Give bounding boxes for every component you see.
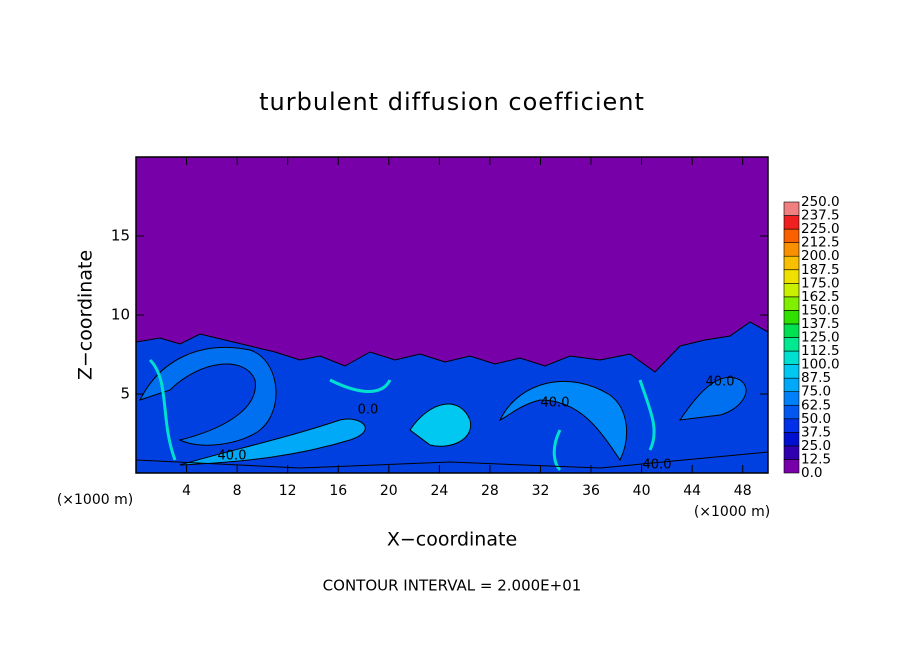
colorbar-box	[783, 269, 800, 284]
field-contour	[135, 451, 769, 469]
colorbar-label: 162.5	[801, 289, 840, 305]
colorbar-label: 237.5	[801, 208, 840, 224]
colorbar-label: 50.0	[801, 411, 831, 427]
colorbar-box	[783, 255, 800, 271]
colorbar-label: 75.0	[801, 384, 831, 400]
colorbar-label: 37.5	[801, 424, 831, 440]
colorbar-label: 100.0	[801, 357, 840, 373]
colorbar-label: 250.0	[801, 194, 840, 210]
colorbar-label: 225.0	[801, 221, 840, 237]
contour-label: 40.0	[643, 458, 672, 473]
colorbar-box	[783, 282, 800, 298]
colorbar-label: 150.0	[801, 302, 840, 318]
field-swirl	[139, 346, 277, 446]
colorbar-box	[783, 404, 800, 420]
colorbar-box	[783, 350, 800, 365]
contour-label: 40.0	[541, 396, 570, 411]
x-tick-label: 32	[532, 483, 550, 499]
colorbar-box	[783, 364, 800, 379]
x-tick-label: 24	[430, 483, 448, 499]
x-tick-label: 12	[279, 483, 297, 499]
field-swirl	[179, 418, 366, 466]
x-tick-label: 28	[481, 483, 499, 499]
colorbar-box	[783, 445, 800, 460]
colorbar-box	[783, 296, 800, 311]
x-tick-label: 36	[582, 483, 600, 499]
x-unit-label: (×1000 m)	[57, 492, 133, 508]
colorbar-box	[783, 228, 800, 243]
x-tick-label: 40	[633, 483, 651, 499]
field-swirl	[409, 403, 472, 447]
colorbar-box	[783, 418, 800, 433]
colorbar-label: 137.5	[801, 316, 840, 332]
colorbar-box	[783, 215, 800, 230]
field-streak	[148, 358, 656, 472]
x-tick-label: 48	[734, 483, 752, 499]
colorbar-label: 62.5	[801, 397, 831, 413]
colorbar-label: 87.5	[801, 370, 831, 386]
annotation: CONTOUR INTERVAL = 2.000E+01	[323, 577, 582, 595]
colorbar-label: 187.5	[801, 262, 840, 278]
colorbar-box	[783, 242, 800, 257]
colorbar-label: 112.5	[801, 343, 840, 359]
colorbar-label: 175.0	[801, 275, 840, 291]
colorbar-box	[783, 391, 800, 406]
colorbar-label: 25.0	[801, 438, 831, 454]
colorbar-label: 12.5	[801, 451, 831, 467]
x-axis-label: X−coordinate	[387, 529, 517, 551]
colorbar-box	[783, 323, 800, 338]
x-tick-label: 20	[380, 483, 398, 499]
field-swirl	[498, 380, 628, 461]
y-tick-label: 10	[111, 306, 130, 324]
x-tick-label: 4	[182, 483, 191, 499]
y-tick-label: 5	[120, 385, 130, 403]
contour-label: 40.0	[706, 375, 735, 390]
colorbar-label: 125.0	[801, 330, 840, 346]
field-swirl	[678, 376, 747, 421]
contour-label: 40.0	[218, 449, 247, 464]
colorbar-box	[783, 337, 800, 352]
colorbar-box	[783, 459, 800, 474]
colorbar-box	[783, 377, 800, 392]
y-tick-label: 15	[111, 227, 130, 245]
colorbar-box	[783, 310, 800, 325]
x-tick-label: 44	[683, 483, 701, 499]
colorbar-box	[783, 201, 800, 216]
x-unit-label: (×1000 m)	[694, 504, 770, 520]
colorbar-box	[783, 432, 800, 447]
contour-label: 0.0	[358, 403, 379, 418]
x-tick-label: 8	[233, 483, 242, 499]
field	[135, 157, 769, 474]
colorbar-label: 0.0	[801, 465, 822, 481]
chart-title: turbulent diffusion coefficient	[259, 88, 645, 116]
y-axis-label: Z−coordinate	[75, 250, 97, 380]
x-tick-label: 16	[329, 483, 347, 499]
colorbar-label: 212.5	[801, 235, 840, 251]
colorbar-label: 200.0	[801, 248, 840, 264]
